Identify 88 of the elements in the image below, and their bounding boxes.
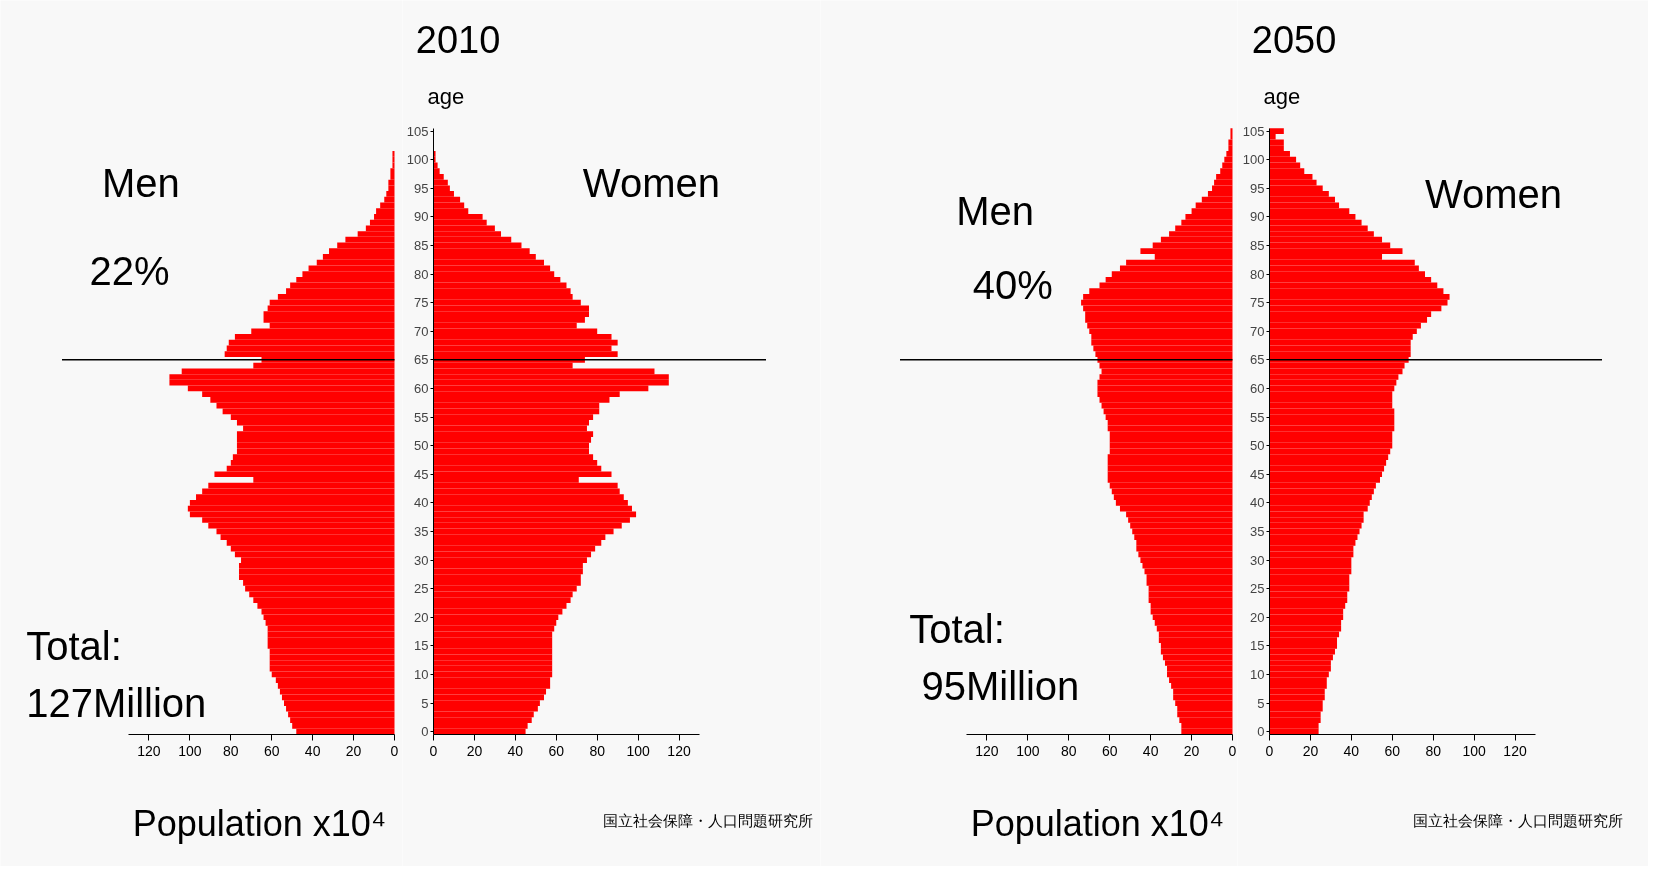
x-tick-label: 40 bbox=[1343, 742, 1360, 759]
x-tick-label: 20 bbox=[345, 742, 362, 759]
y-tick-label: 105 bbox=[406, 123, 429, 139]
annotation: Men bbox=[956, 189, 1035, 234]
x-tick-label: 100 bbox=[626, 742, 651, 759]
x-tick-label: 80 bbox=[223, 742, 239, 759]
x-tick-label: 60 bbox=[263, 742, 280, 759]
x-tick-label: 80 bbox=[1061, 742, 1077, 759]
x-tick-label: 120 bbox=[667, 742, 691, 759]
x-tick-label: 20 bbox=[1183, 742, 1200, 759]
annotation: 95Million bbox=[921, 663, 1080, 708]
annotation: 127Million bbox=[26, 681, 207, 726]
x-tick-label: 100 bbox=[178, 742, 202, 759]
x-tick-label: 100 bbox=[1016, 742, 1040, 759]
y-tick-label: 60 bbox=[414, 380, 429, 396]
y-tick-label: 70 bbox=[414, 323, 429, 339]
y-tick-label: 40 bbox=[414, 495, 429, 511]
y-tick-label: 65 bbox=[414, 352, 429, 368]
y-tick-label: 70 bbox=[1250, 323, 1265, 339]
annotation: Men bbox=[101, 160, 180, 205]
y-tick-label: 25 bbox=[1250, 581, 1265, 597]
y-tick-label: 75 bbox=[1250, 295, 1265, 311]
x-axis-title: Population x10⁴ bbox=[132, 802, 387, 844]
y-tick-label: 50 bbox=[1250, 438, 1265, 454]
y-tick-label: 85 bbox=[1250, 237, 1265, 253]
y-tick-label: 85 bbox=[414, 237, 429, 253]
y-tick-label: 15 bbox=[1250, 638, 1265, 654]
y-tick-label: 90 bbox=[414, 209, 429, 225]
y-tick-label: 40 bbox=[1250, 495, 1265, 511]
y-tick-label: 0 bbox=[421, 724, 429, 740]
y-tick-label: 30 bbox=[1250, 552, 1265, 568]
x-tick-label: 20 bbox=[466, 742, 483, 759]
y-tick-label: 50 bbox=[414, 438, 429, 454]
chart-title: 2050 bbox=[1251, 19, 1337, 62]
annotation: Women bbox=[582, 160, 720, 205]
x-tick-label: 60 bbox=[1101, 742, 1118, 759]
text: Total: bbox=[26, 623, 122, 668]
y-tick-label: 5 bbox=[1257, 695, 1265, 711]
x-tick-label: 40 bbox=[304, 742, 321, 759]
x-tick-label: 0 bbox=[1228, 742, 1237, 759]
x-tick-label: 60 bbox=[1384, 742, 1401, 759]
x-tick-label: 40 bbox=[507, 742, 524, 759]
x-tick-label: 60 bbox=[548, 742, 565, 759]
y-tick-label: 55 bbox=[414, 409, 429, 425]
y-tick-label: 25 bbox=[414, 581, 429, 597]
y-tick-label: 5 bbox=[421, 695, 429, 711]
y-tick-label: 0 bbox=[1257, 724, 1265, 740]
annotation: 22% bbox=[89, 249, 170, 294]
x-tick-label: 120 bbox=[975, 742, 999, 759]
y-tick-label: 60 bbox=[1250, 380, 1265, 396]
annotation: Total: bbox=[909, 606, 1005, 651]
y-tick-label: 65 bbox=[1250, 352, 1265, 368]
y-tick-label: 100 bbox=[406, 152, 429, 168]
x-tick-label: 0 bbox=[390, 742, 399, 759]
x-axis-title: Population x10⁴ bbox=[970, 802, 1225, 844]
y-tick-label: 80 bbox=[1250, 266, 1265, 282]
x-tick-label: 120 bbox=[1503, 742, 1527, 759]
chart-title: 2010 bbox=[415, 19, 501, 62]
y-tick-label: 10 bbox=[1250, 666, 1265, 682]
y-tick-label: 45 bbox=[414, 466, 429, 482]
y-tick-label: 75 bbox=[414, 295, 429, 311]
x-tick-label: 120 bbox=[137, 742, 161, 759]
y-axis-title: age bbox=[1263, 84, 1301, 110]
y-tick-label: 55 bbox=[1250, 409, 1265, 425]
y-tick-label: 30 bbox=[414, 552, 429, 568]
y-axis-title: age bbox=[427, 84, 465, 110]
text: 国立社会保障・人口問題研究所 bbox=[1412, 811, 1623, 829]
y-tick-label: 35 bbox=[414, 523, 429, 539]
x-tick-label: 40 bbox=[1142, 742, 1159, 759]
x-tick-label: 80 bbox=[1425, 742, 1442, 759]
y-tick-label: 15 bbox=[414, 638, 429, 654]
y-tick-label: 80 bbox=[414, 266, 429, 282]
y-tick-label: 105 bbox=[1242, 123, 1265, 139]
y-tick-label: 95 bbox=[414, 180, 429, 196]
text: 国立社会保障・人口問題研究所 bbox=[603, 811, 814, 829]
y-tick-label: 20 bbox=[414, 609, 429, 625]
x-tick-label: 80 bbox=[589, 742, 606, 759]
y-tick-label: 10 bbox=[414, 666, 429, 682]
y-tick-label: 20 bbox=[1250, 609, 1265, 625]
y-tick-label: 90 bbox=[1250, 209, 1265, 225]
y-tick-label: 100 bbox=[1242, 152, 1265, 168]
y-tick-label: 95 bbox=[1250, 180, 1265, 196]
annotation: Women bbox=[1425, 171, 1563, 216]
y-tick-label: 35 bbox=[1250, 523, 1265, 539]
x-tick-label: 20 bbox=[1302, 742, 1319, 759]
annotation: 40% bbox=[972, 263, 1053, 308]
x-tick-label: 100 bbox=[1462, 742, 1487, 759]
y-tick-label: 45 bbox=[1250, 466, 1265, 482]
